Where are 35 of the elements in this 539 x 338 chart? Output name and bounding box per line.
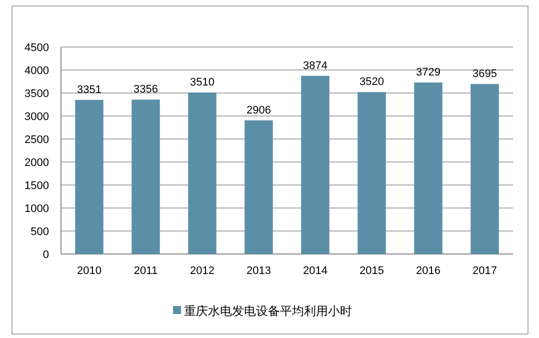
y-tick-label: 1500 <box>24 180 49 192</box>
x-tick-label: 2016 <box>416 265 440 277</box>
y-tick-label: 0 <box>42 249 49 261</box>
y-tick-label: 4500 <box>24 42 49 54</box>
x-tick-label: 2011 <box>134 265 158 277</box>
x-tick-label: 2013 <box>246 265 271 277</box>
bar <box>75 100 104 254</box>
data-label: 3510 <box>190 76 214 89</box>
x-tick-label: 2017 <box>472 265 497 277</box>
x-tick-label: 2012 <box>190 265 214 277</box>
y-tick-label: 3000 <box>24 111 49 123</box>
y-tick-label: 3500 <box>24 88 49 100</box>
data-label: 3356 <box>134 84 158 96</box>
bar <box>301 76 330 254</box>
bar <box>132 100 160 254</box>
data-label: 2906 <box>246 104 271 116</box>
data-label: 3874 <box>303 60 328 72</box>
y-tick-label: 500 <box>30 226 49 238</box>
bar <box>470 84 499 254</box>
data-label: 3695 <box>472 68 497 80</box>
data-label: 3351 <box>77 84 102 96</box>
x-tick-label: 2010 <box>77 265 102 277</box>
bar <box>358 92 386 254</box>
y-tick-label: 4000 <box>24 65 49 77</box>
bar <box>188 92 216 254</box>
data-label: 3729 <box>416 66 440 78</box>
y-tick-label: 2000 <box>24 157 49 169</box>
x-tick-label: 2015 <box>360 265 384 277</box>
x-tick-label: 2014 <box>303 265 328 277</box>
y-tick-label: 2500 <box>24 134 49 146</box>
legend-label: 重庆水电发电设备平均利用小时 <box>184 304 352 318</box>
bar <box>414 82 442 254</box>
data-label: 3520 <box>360 76 384 88</box>
y-tick-label: 1000 <box>24 203 49 215</box>
bar <box>244 120 273 254</box>
